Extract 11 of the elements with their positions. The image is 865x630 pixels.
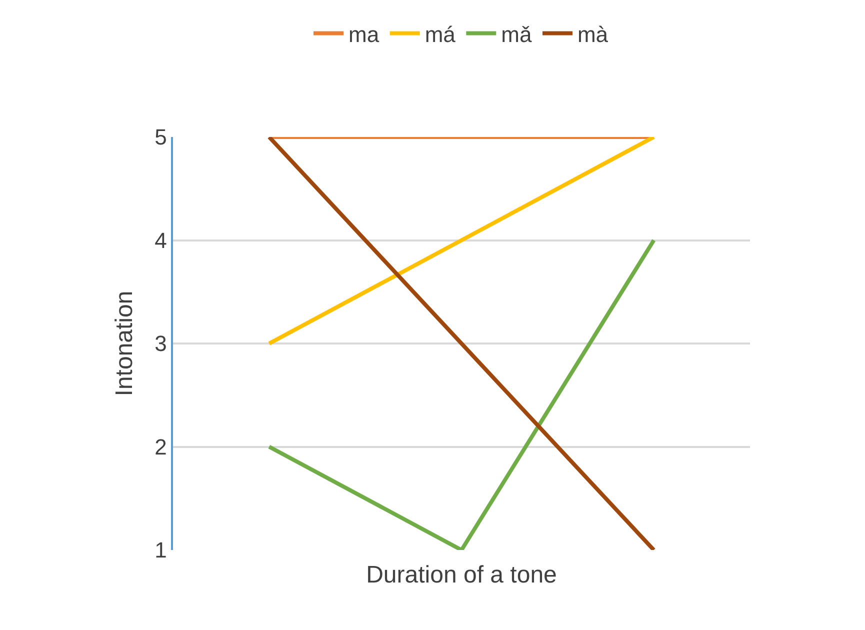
y-tick-label: 4	[154, 228, 167, 253]
legend-label: ma	[348, 22, 380, 47]
legend-label: mǎ	[501, 22, 532, 47]
y-tick-label: 5	[154, 124, 167, 150]
legend-label: mà	[577, 22, 609, 47]
y-axis-title: Intonation	[111, 290, 138, 396]
legend-label: má	[424, 22, 456, 47]
y-tick-label: 1	[154, 538, 167, 563]
y-tick-label: 2	[154, 434, 167, 460]
x-axis-title: Duration of a tone	[366, 561, 557, 588]
y-tick-label: 3	[154, 331, 167, 356]
